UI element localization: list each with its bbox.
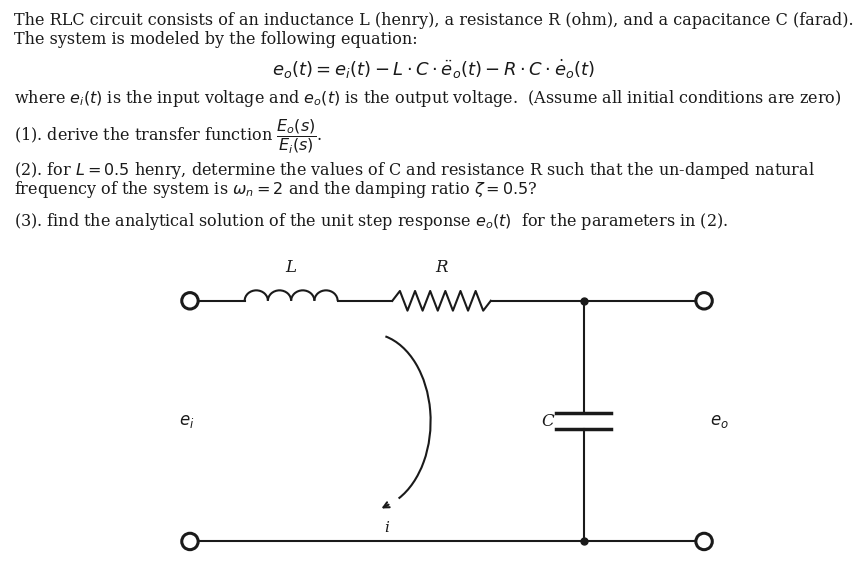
Circle shape: [181, 533, 198, 550]
Circle shape: [696, 292, 713, 309]
Text: (3). find the analytical solution of the unit step response $e_o(t)$  for the pa: (3). find the analytical solution of the…: [14, 211, 728, 232]
Text: frequency of the system is $\omega_n = 2$ and the damping ratio $\zeta = 0.5$?: frequency of the system is $\omega_n = 2…: [14, 179, 538, 200]
Text: L: L: [286, 259, 297, 276]
Text: $e_o(t) = e_i(t) - L \cdot C \cdot \ddot{e}_o(t) - R \cdot C \cdot \dot{e}_o(t)$: $e_o(t) = e_i(t) - L \cdot C \cdot \ddot…: [273, 58, 595, 81]
Text: (2). for $L = 0.5$ henry, determine the values of C and resistance R such that t: (2). for $L = 0.5$ henry, determine the …: [14, 160, 815, 181]
Circle shape: [696, 533, 713, 550]
Text: i: i: [385, 521, 389, 534]
Text: R: R: [435, 259, 448, 276]
Text: The RLC circuit consists of an inductance L (henry), a resistance R (ohm), and a: The RLC circuit consists of an inductanc…: [14, 12, 853, 29]
Text: where $e_i(t)$ is the input voltage and $e_o(t)$ is the output voltage.  (Assume: where $e_i(t)$ is the input voltage and …: [14, 88, 842, 109]
Text: C: C: [542, 413, 555, 430]
Circle shape: [181, 292, 198, 309]
Text: $e_o$: $e_o$: [709, 413, 728, 430]
Text: $e_i$: $e_i$: [179, 413, 194, 430]
Text: (1). derive the transfer function $\dfrac{E_o(s)}{E_i(s)}$.: (1). derive the transfer function $\dfra…: [14, 118, 322, 156]
Text: The system is modeled by the following equation:: The system is modeled by the following e…: [14, 31, 418, 48]
